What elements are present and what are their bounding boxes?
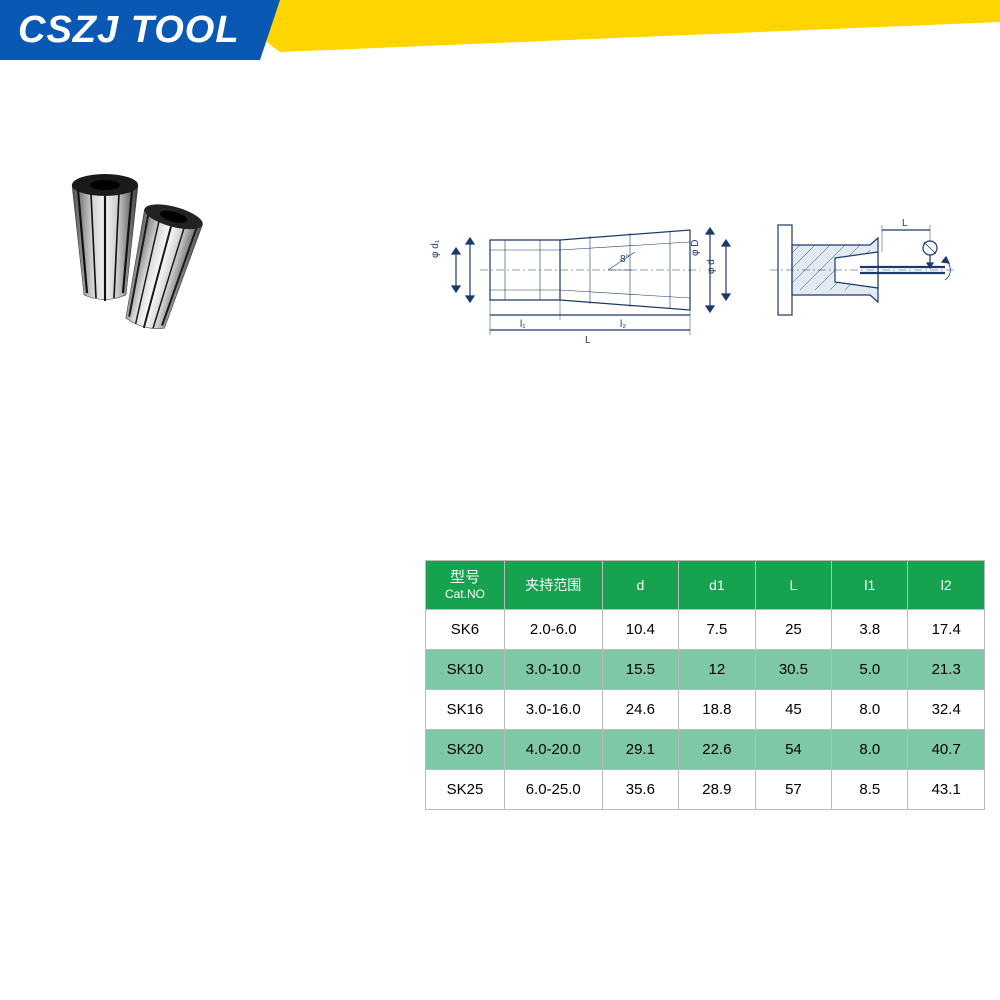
cell-d1: 28.9 [679,770,756,810]
cell-l1: 3.8 [832,610,908,650]
cell-model: SK16 [426,690,505,730]
cell-L: 57 [755,770,832,810]
cell-d: 10.4 [602,610,679,650]
brand-name: CSZJ TOOL [18,9,240,52]
table-row: SK62.0-6.010.47.5253.817.4 [426,610,985,650]
cell-model: SK25 [426,770,505,810]
spec-table: 型号 Cat.NO 夹持范围 d d1 L l1 l2 SK62.0-6.010… [425,560,985,810]
cell-l2: 17.4 [908,610,985,650]
cell-range: 6.0-25.0 [504,770,602,810]
technical-diagrams: φ d₁ φ d₂ φ D φ d 8° l₁ l₂ L [430,200,980,350]
dim-l1-label: l₁ [520,319,526,330]
cell-l1: 8.0 [832,730,908,770]
cell-model: SK20 [426,730,505,770]
cell-d: 35.6 [602,770,679,810]
dim-d1-label: φ d₁ [430,239,441,258]
cell-range: 4.0-20.0 [504,730,602,770]
banner-yellow-tail [240,22,1000,52]
cell-model: SK6 [426,610,505,650]
cell-d: 29.1 [602,730,679,770]
brand-banner: CSZJ TOOL [0,0,1000,75]
cell-l2: 32.4 [908,690,985,730]
product-photo [40,170,260,350]
cell-range: 3.0-10.0 [504,650,602,690]
collet-icon-front [60,170,150,305]
th-d: d [602,561,679,610]
cell-model: SK10 [426,650,505,690]
dim-l2-label: l₂ [620,319,626,330]
cell-L: 45 [755,690,832,730]
cell-d: 24.6 [602,690,679,730]
th-l2: l2 [908,561,985,610]
banner-blue-block: CSZJ TOOL [0,0,300,60]
dim-d-label: φ d [706,259,717,274]
angle-label: 8° [620,254,630,265]
th-range: 夹持范围 [504,561,602,610]
cell-range: 3.0-16.0 [504,690,602,730]
th-L: L [755,561,832,610]
th-d1: d1 [679,561,756,610]
cell-l2: 43.1 [908,770,985,810]
cell-L: 25 [755,610,832,650]
table-header-row: 型号 Cat.NO 夹持范围 d d1 L l1 l2 [426,561,985,610]
table-row: SK103.0-10.015.51230.55.021.3 [426,650,985,690]
diagram-side-view: φ d₁ φ d₂ φ D φ d 8° l₁ l₂ L [430,200,740,350]
th-l1: l1 [832,561,908,610]
cell-d1: 12 [679,650,756,690]
table-row: SK256.0-25.035.628.9578.543.1 [426,770,985,810]
cell-range: 2.0-6.0 [504,610,602,650]
th-model: 型号 Cat.NO [426,561,505,610]
dim-D-label: φ D [690,240,701,256]
cell-l2: 40.7 [908,730,985,770]
cell-l2: 21.3 [908,650,985,690]
cell-l1: 8.0 [832,690,908,730]
cell-d1: 18.8 [679,690,756,730]
cell-l1: 8.5 [832,770,908,810]
cell-d1: 7.5 [679,610,756,650]
diagram-runout: L [770,200,970,350]
cell-l1: 5.0 [832,650,908,690]
cell-d: 15.5 [602,650,679,690]
table-row: SK163.0-16.024.618.8458.032.4 [426,690,985,730]
dim-runout-L: L [902,218,908,229]
table-row: SK204.0-20.029.122.6548.040.7 [426,730,985,770]
cell-L: 54 [755,730,832,770]
cell-d1: 22.6 [679,730,756,770]
dim-L-label: L [585,335,591,346]
cell-L: 30.5 [755,650,832,690]
